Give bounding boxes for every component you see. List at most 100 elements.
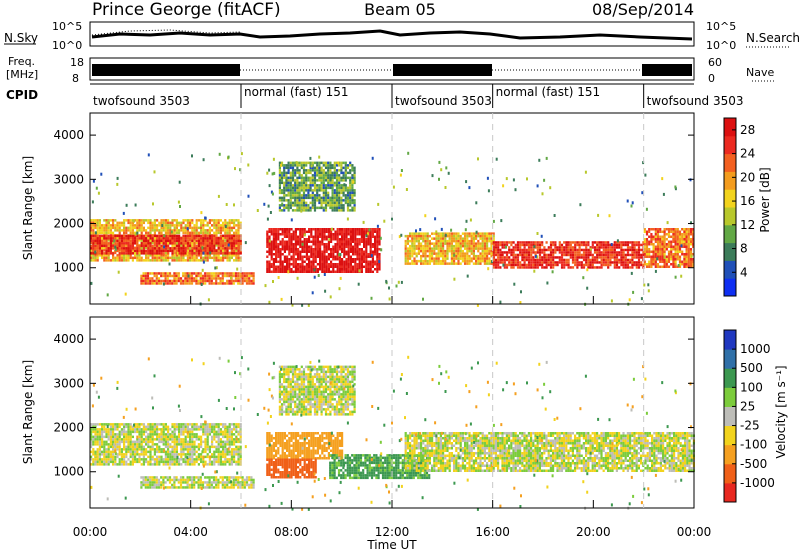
heatmap-cell [96,433,99,436]
heatmap-cell [560,251,564,254]
heatmap-cell [685,240,688,243]
heatmap-cell [268,253,271,256]
heatmap-cell [329,177,332,181]
heatmap-cell [103,249,106,252]
heatmap-cell [344,174,347,177]
heatmap-cell [116,259,119,262]
heatmap-cell [189,244,192,248]
heatmap-cell [252,277,255,280]
heatmap-cell [567,248,570,252]
heatmap-cell [208,282,211,285]
heatmap-cell [505,243,509,247]
heatmap-cell [650,255,653,258]
heatmap-cell [160,254,163,257]
heatmap-cell [556,263,559,267]
heatmap-cell [178,239,181,243]
heatmap-cell [279,260,282,263]
heatmap-cell [602,261,605,264]
heatmap-cell [103,458,106,461]
heatmap-cell [665,238,668,241]
heatmap-cell [313,209,317,212]
heatmap-cell [286,265,289,268]
heatmap-cell [656,240,660,243]
heatmap-cell [374,228,377,231]
heatmap-cell [683,253,686,256]
heatmap-cell [305,270,308,273]
heatmap-cell [287,169,290,172]
noise-left-label: N.Sky [4,31,38,45]
heatmap-cell [479,259,482,263]
heatmap-cell [343,263,346,266]
heatmap-cell [411,234,414,238]
heatmap-cell [118,226,121,230]
heatmap-cell [667,235,671,238]
heatmap-cell [291,194,295,197]
heatmap-cell [222,221,225,225]
heatmap-cell [374,243,377,246]
heatmap-cell [582,251,586,254]
heatmap-cell [289,196,292,200]
heatmap-cell [342,209,345,212]
heatmap-cell [199,277,202,280]
heatmap-cell [371,228,374,231]
heatmap-cell [188,277,191,280]
heatmap-cell [604,253,608,257]
heatmap-cell [629,258,632,262]
heatmap-cell [127,249,130,253]
heatmap-cell [116,455,119,459]
heatmap-cell [692,263,695,266]
heatmap-cell [114,423,117,426]
freq-panel: Freq. [MHz] 18 8 60 0 Nave [6,55,776,85]
heatmap-cell [308,240,311,243]
heatmap-cell [301,250,304,253]
heatmap-cell [503,258,506,262]
heatmap-cell [230,276,232,280]
heatmap-cell [333,176,336,180]
heatmap-cell [549,248,553,252]
heatmap-cell [114,455,117,459]
heatmap-cell [661,260,664,263]
heatmap-cell [363,243,366,246]
heatmap-cell [481,244,484,248]
heatmap-cell [341,240,344,243]
freq-left-unit: [MHz] [6,68,38,81]
heatmap-cell [245,277,249,280]
heatmap-cell [464,232,467,235]
heatmap-cell [298,171,301,175]
heatmap-cell [483,244,486,248]
heatmap-cell [654,258,657,261]
heatmap-cell [266,217,269,221]
heatmap-cell [279,270,282,273]
heatmap-cell [444,186,447,189]
heatmap-cell [217,249,220,252]
heatmap-cell [327,228,330,231]
heatmap-cell [112,254,115,257]
heatmap-cell [101,229,104,232]
heatmap-cell [687,240,690,243]
heatmap-cell [109,229,112,232]
heatmap-cell [520,290,522,294]
heatmap-cell [305,243,308,246]
heatmap-cell [321,263,324,266]
heatmap-cell [305,204,308,207]
heatmap-cell [195,219,198,222]
heatmap-cell [574,253,577,257]
heatmap-cell [565,246,568,249]
heatmap-cell [663,238,666,241]
heatmap-cell [426,237,429,240]
heatmap-cell [338,238,341,241]
heatmap-cell [419,228,422,232]
heatmap-cell [127,226,130,230]
heatmap-cell [316,194,319,197]
heatmap-cell [333,181,336,185]
heatmap-cell [626,253,630,257]
heatmap-cell [109,460,112,464]
heatmap-cell [378,265,381,268]
heatmap-cell [277,255,280,258]
heatmap-cell [171,229,174,232]
heatmap-cell [301,265,304,268]
heatmap-cell [180,247,183,250]
heatmap-cell [303,233,306,237]
heatmap-cell [338,258,341,261]
heatmap-cell [217,239,220,243]
